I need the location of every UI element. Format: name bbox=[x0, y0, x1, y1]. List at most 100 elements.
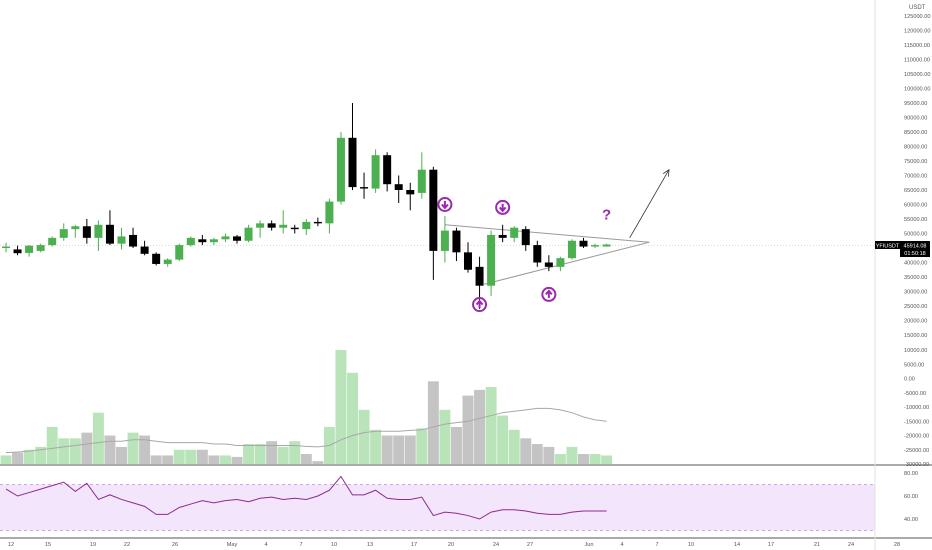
volume-bar bbox=[312, 461, 324, 464]
volume-bar bbox=[347, 372, 358, 464]
price-axis-label: 90000.00 bbox=[904, 116, 927, 122]
candle-body bbox=[579, 240, 588, 247]
price-axis-label: 100000.00 bbox=[904, 87, 930, 93]
time-axis-label: 19 bbox=[90, 542, 96, 548]
time-axis-label: 10 bbox=[331, 542, 337, 548]
price-axis-label: 35000.00 bbox=[904, 275, 927, 281]
volume-bar bbox=[92, 412, 104, 464]
time-axis-label: 20 bbox=[448, 542, 454, 548]
question-mark-icon: ? bbox=[602, 207, 611, 224]
volume-bar bbox=[358, 409, 370, 464]
candle-body bbox=[360, 187, 369, 189]
time-axis-label: 27 bbox=[527, 542, 533, 548]
price-axis-label: -20000.00 bbox=[904, 434, 929, 440]
candle-body bbox=[487, 234, 496, 286]
candle-body bbox=[129, 234, 138, 247]
price-axis-label: 10000.00 bbox=[904, 348, 927, 354]
candle-body bbox=[175, 245, 184, 260]
candle-body bbox=[279, 224, 288, 228]
triangle-pattern bbox=[444, 168, 670, 285]
price-axis-label: -5000.00 bbox=[904, 391, 926, 397]
candle-body bbox=[567, 240, 576, 259]
volume-bar bbox=[277, 446, 289, 464]
price-axis-label: 40000.00 bbox=[904, 261, 927, 267]
candle-body bbox=[475, 266, 484, 286]
time-axis-label: 12 bbox=[8, 542, 14, 548]
candle-body bbox=[59, 229, 68, 238]
candle-body bbox=[36, 245, 45, 251]
time-axis-label: 21 bbox=[814, 542, 820, 548]
candle-body bbox=[406, 190, 415, 195]
candle-body bbox=[533, 245, 542, 263]
volume-bar bbox=[173, 449, 185, 464]
volume-bar bbox=[450, 426, 462, 464]
candle-body bbox=[152, 253, 161, 264]
candle-body bbox=[256, 223, 265, 228]
price-axis-label: 115000.00 bbox=[904, 43, 930, 49]
symbol-tag: YFIUSDT bbox=[876, 244, 900, 250]
time-axis-label: 13 bbox=[367, 542, 373, 548]
candle-body bbox=[94, 224, 103, 238]
arrow-up-icon bbox=[472, 297, 488, 313]
symbol-tag-bg bbox=[875, 241, 900, 249]
rsi-band bbox=[0, 484, 875, 531]
price-axis-label: 20000.00 bbox=[904, 319, 927, 325]
volume-bar bbox=[393, 435, 405, 464]
volume-bar bbox=[485, 387, 497, 464]
volume-bar bbox=[335, 350, 347, 464]
price-axis-label: 65000.00 bbox=[904, 188, 927, 194]
time-axis-label: 10 bbox=[688, 542, 694, 548]
volume-bar bbox=[35, 446, 47, 464]
projection-arrow-line bbox=[629, 169, 670, 239]
price-axis-label: -25000.00 bbox=[904, 448, 929, 454]
candle-body bbox=[71, 226, 80, 230]
volume-bar bbox=[46, 426, 58, 464]
price-axis-label: 80000.00 bbox=[904, 145, 927, 151]
price-axis-label: -15000.00 bbox=[904, 419, 929, 425]
projection-arrow-head bbox=[662, 168, 670, 177]
candle-body bbox=[591, 245, 600, 247]
time-axis-label: 24 bbox=[848, 542, 854, 548]
candle-body bbox=[233, 236, 241, 241]
rsi-axis-label: 40.00 bbox=[904, 517, 918, 523]
candle-body bbox=[602, 244, 611, 247]
price-axis-label: 110000.00 bbox=[904, 58, 930, 64]
candle-body bbox=[556, 258, 565, 267]
candle-body bbox=[105, 224, 114, 244]
candle-body bbox=[13, 249, 22, 254]
candle-body bbox=[117, 236, 126, 244]
price-axis-label: 125000.00 bbox=[904, 14, 930, 20]
candle-body bbox=[544, 262, 553, 267]
price-axis-label: 75000.00 bbox=[904, 159, 927, 165]
candles bbox=[2, 103, 611, 309]
volume-bar bbox=[208, 455, 220, 464]
volume-bar bbox=[381, 435, 393, 464]
candle-body bbox=[510, 227, 519, 238]
price-axis-label: 60000.00 bbox=[904, 203, 927, 209]
time-axis-label: 24 bbox=[493, 542, 499, 548]
arrow-down-icon bbox=[437, 197, 453, 212]
arrow-down-icon bbox=[495, 199, 511, 215]
time-axis-label: 17 bbox=[768, 542, 774, 548]
candle-body bbox=[336, 137, 345, 202]
price-tag: YFIUSDT 45914.08 01:50:18 bbox=[875, 241, 930, 257]
candle-body bbox=[198, 239, 207, 243]
triangle-upper-line bbox=[444, 224, 650, 243]
volume-bar bbox=[58, 438, 70, 464]
volume-bar bbox=[554, 454, 566, 464]
currency-label: USDT bbox=[909, 5, 926, 11]
volume-bar bbox=[219, 455, 231, 464]
price-axis-label: 95000.00 bbox=[904, 101, 927, 107]
volume-bar bbox=[12, 452, 24, 464]
triangle-lower-line bbox=[484, 241, 650, 285]
price-axis-label: 15000.00 bbox=[904, 333, 927, 339]
volume-bar bbox=[104, 435, 116, 464]
candle-body bbox=[163, 259, 172, 264]
volume-bar bbox=[404, 435, 416, 464]
annotations: ? bbox=[437, 197, 611, 313]
time-axis-label: 28 bbox=[894, 542, 900, 548]
volume-ma-line bbox=[5, 407, 607, 454]
price-axis-label: 50000.00 bbox=[904, 232, 927, 238]
time-axis-label: 7 bbox=[655, 542, 658, 548]
